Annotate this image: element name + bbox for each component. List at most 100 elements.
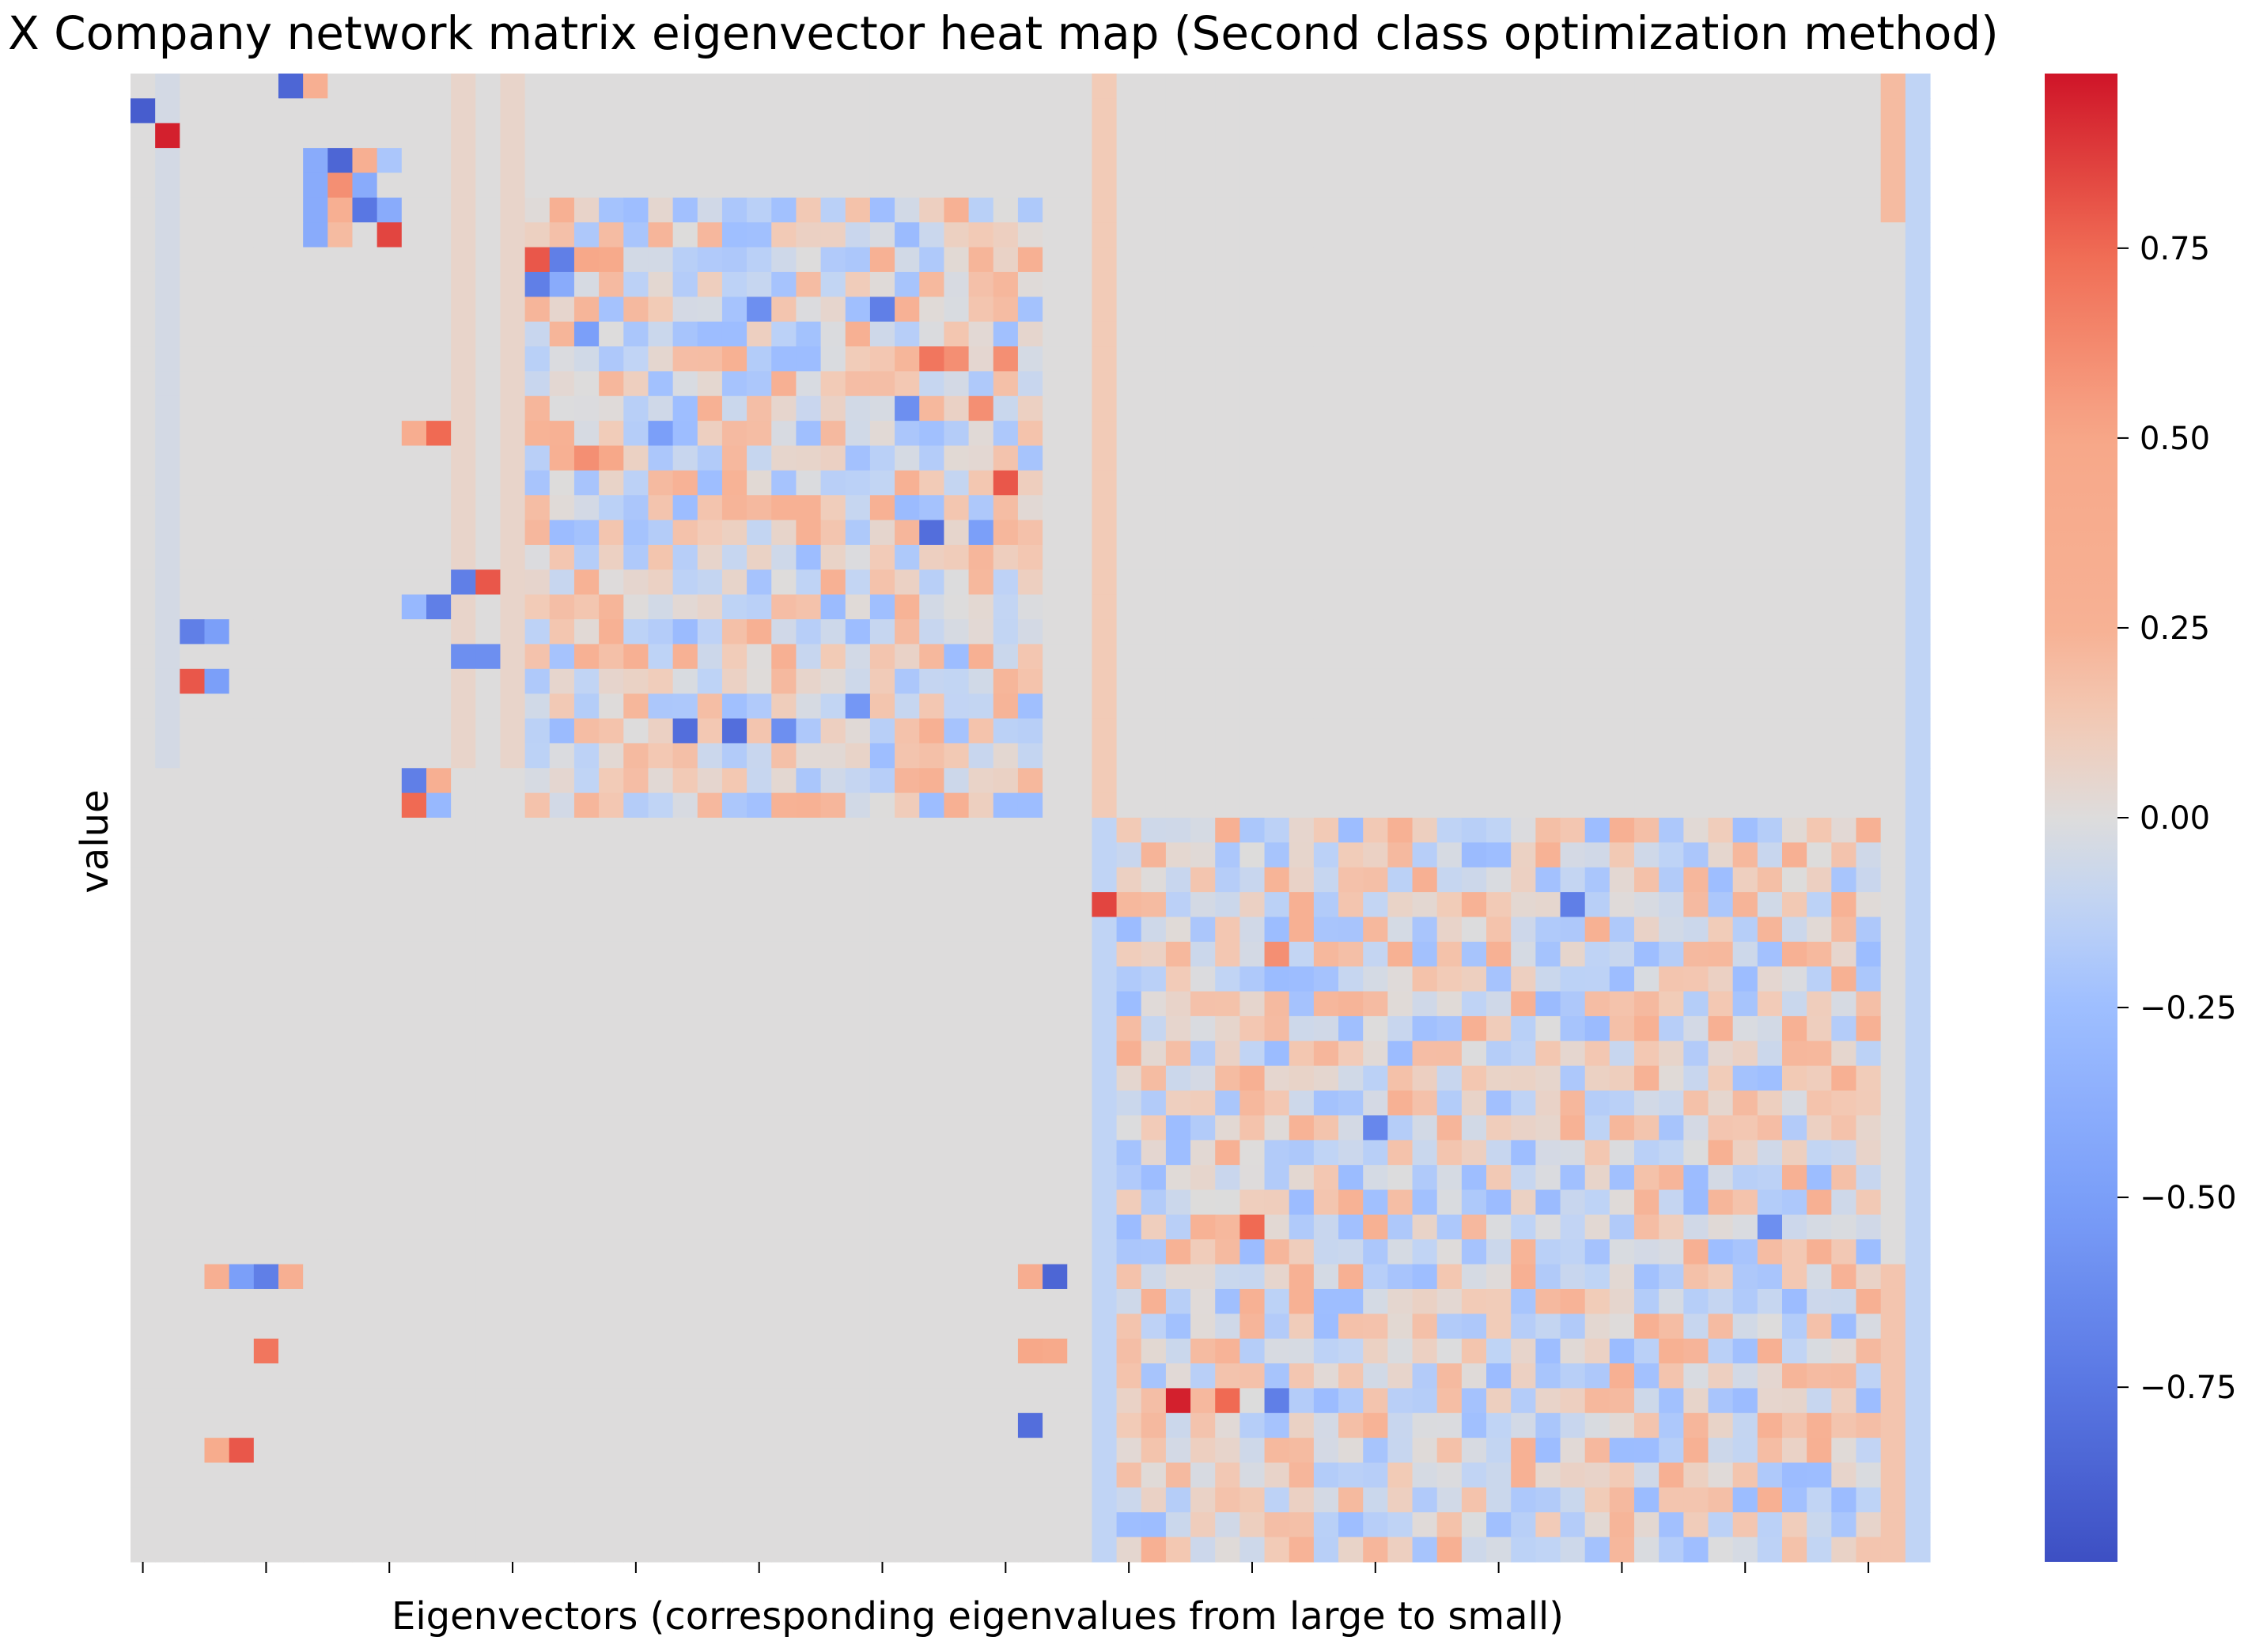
heatmap-cell (1190, 371, 1216, 397)
heatmap-cell (352, 818, 378, 843)
heatmap-cell (278, 247, 304, 273)
heatmap-cell (1289, 668, 1315, 694)
heatmap-cell (1659, 148, 1684, 174)
heatmap-cell (1017, 743, 1043, 769)
heatmap-cell (1017, 644, 1043, 670)
heatmap-cell (968, 172, 994, 198)
heatmap-cell (721, 172, 747, 198)
heatmap-cell (1017, 421, 1043, 447)
heatmap-cell (648, 818, 674, 843)
heatmap-cell (451, 668, 476, 694)
heatmap-cell (1708, 222, 1734, 248)
heatmap-cell (1116, 991, 1142, 1017)
heatmap-cell (1264, 123, 1290, 149)
heatmap-cell (1215, 321, 1240, 347)
heatmap-cell (1141, 1537, 1167, 1563)
heatmap-cell (1757, 1015, 1783, 1041)
heatmap-cell (524, 694, 551, 720)
heatmap-cell (1634, 445, 1660, 471)
heatmap-cell (697, 668, 723, 694)
heatmap-cell (131, 1462, 156, 1488)
heatmap-cell (278, 644, 304, 670)
heatmap-cell (1782, 544, 1807, 570)
heatmap-cell (1486, 743, 1512, 769)
heatmap-cell (475, 718, 501, 744)
heatmap-cell (352, 966, 378, 992)
heatmap-cell (721, 1065, 747, 1091)
heatmap-cell (278, 818, 304, 843)
heatmap-cell (1338, 123, 1364, 149)
heatmap-cell (1659, 197, 1684, 223)
heatmap-cell (1043, 445, 1068, 471)
heatmap-cell (573, 1264, 600, 1290)
heatmap-cell (919, 346, 945, 372)
heatmap-cell (993, 1438, 1019, 1464)
heatmap-cell (721, 123, 747, 149)
heatmap-cell (204, 966, 230, 992)
heatmap-cell (944, 1065, 970, 1091)
heatmap-cell (944, 1438, 970, 1464)
heatmap-cell (1560, 445, 1586, 471)
heatmap-cell (721, 867, 747, 893)
heatmap-cell (155, 594, 180, 620)
heatmap-cell (672, 792, 698, 818)
heatmap-cell (895, 1041, 920, 1067)
heatmap-cell (968, 1140, 994, 1166)
heatmap-cell (500, 297, 526, 323)
heatmap-cell (672, 98, 698, 124)
heatmap-cell (1264, 1214, 1290, 1240)
heatmap-cell (204, 346, 230, 372)
heatmap-cell (500, 321, 526, 347)
heatmap-cell (1363, 1015, 1388, 1041)
heatmap-cell (993, 1412, 1019, 1438)
heatmap-cell (1387, 371, 1414, 397)
heatmap-cell (747, 917, 772, 943)
heatmap-cell (1905, 1438, 1931, 1464)
heatmap-cell (1363, 421, 1388, 447)
heatmap-cell (278, 718, 304, 744)
heatmap-cell (131, 1512, 156, 1538)
heatmap-cell (524, 594, 551, 620)
heatmap-cell (1116, 1438, 1142, 1464)
heatmap-cell (623, 867, 649, 893)
heatmap-cell (1461, 644, 1487, 670)
heatmap-cell (401, 1288, 427, 1314)
heatmap-cell (1659, 1239, 1684, 1265)
heatmap-cell (1560, 1388, 1586, 1414)
heatmap-cell (697, 1462, 723, 1488)
heatmap-cell (895, 445, 920, 471)
heatmap-cell (944, 1015, 970, 1041)
heatmap-cell (1116, 1189, 1142, 1215)
heatmap-cell (845, 321, 871, 347)
heatmap-cell (599, 867, 624, 893)
heatmap-cell (278, 892, 304, 918)
heatmap-cell (155, 1537, 180, 1563)
heatmap-cell (475, 321, 501, 347)
heatmap-cell (1190, 619, 1216, 645)
heatmap-cell (1659, 1438, 1684, 1464)
heatmap-cell (1807, 1115, 1832, 1141)
heatmap-cell (1116, 966, 1142, 992)
heatmap-cell (1486, 74, 1512, 99)
heatmap-cell (155, 818, 180, 843)
heatmap-cell (1732, 1214, 1758, 1240)
heatmap-cell (1659, 1165, 1684, 1191)
heatmap-cell (993, 1512, 1019, 1538)
heatmap-cell (721, 1487, 747, 1513)
heatmap-cell (155, 123, 180, 149)
heatmap-cell (1092, 395, 1118, 422)
heatmap-cell (180, 371, 206, 397)
heatmap-cell (1584, 371, 1610, 397)
heatmap-cell (648, 247, 674, 273)
heatmap-cell (1043, 98, 1068, 124)
heatmap-cell (1732, 197, 1758, 223)
heatmap-cell (993, 222, 1019, 248)
heatmap-cell (944, 818, 970, 843)
heatmap-cell (648, 346, 674, 372)
heatmap-cell (1880, 1065, 1906, 1091)
heatmap-cell (303, 495, 328, 521)
heatmap-cell (1831, 470, 1857, 496)
heatmap-cell (1584, 346, 1610, 372)
heatmap-cell (1363, 98, 1388, 124)
heatmap-cell (721, 694, 747, 720)
